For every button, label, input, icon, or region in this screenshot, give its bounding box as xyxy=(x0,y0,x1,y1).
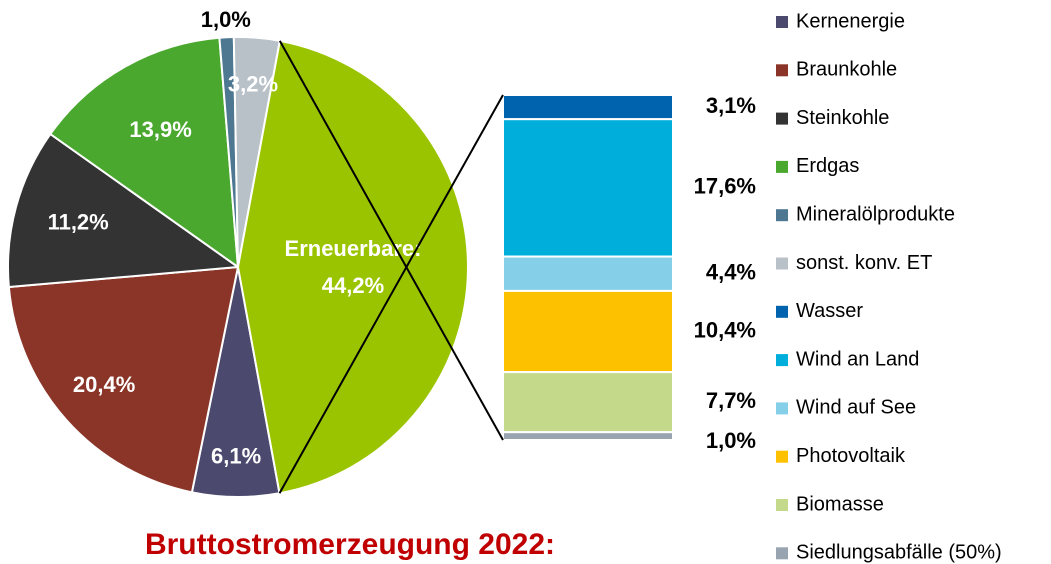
legend-swatch xyxy=(776,16,788,28)
legend-swatch xyxy=(776,450,788,463)
connector-line xyxy=(278,40,504,441)
legend-swatch xyxy=(776,209,788,222)
bar-value-label: 3,1% xyxy=(706,93,756,118)
legend-swatch xyxy=(776,547,788,560)
slice-value-label: 3,2% xyxy=(228,72,278,97)
legend-swatch xyxy=(776,160,788,173)
slice-value-label: 11,2% xyxy=(48,210,109,235)
legend-label: Erdgas xyxy=(796,155,859,177)
pie-slice xyxy=(236,39,469,495)
bar-value-label: 7,7% xyxy=(706,388,756,413)
legend-label: sonst. konv. ET xyxy=(796,252,932,274)
legend-label: Photovoltaik xyxy=(796,445,906,467)
legend-label: Steinkohle xyxy=(796,107,889,129)
bar-value-label: 4,4% xyxy=(706,260,756,285)
legend-label: Wind auf See xyxy=(796,397,916,419)
legend-label: Wasser xyxy=(796,300,863,322)
bar-segment xyxy=(502,289,674,374)
legend-label: Biomasse xyxy=(796,493,884,515)
bar-segment xyxy=(502,371,674,434)
chart-title: Bruttostromerzeugung 2022: xyxy=(145,528,555,561)
bar-segment xyxy=(502,118,674,258)
legend-label: Mineralölprodukte xyxy=(796,203,955,225)
legend-swatch xyxy=(776,402,788,415)
legend-swatch xyxy=(776,257,788,270)
bar-value-label: 1,0% xyxy=(706,428,756,453)
slice-category-label: Erneuerbare: xyxy=(285,236,422,261)
bar-value-label: 10,4% xyxy=(694,317,756,342)
slice-value-label: 1,0% xyxy=(201,7,251,32)
legend-label: Kernenergie xyxy=(796,10,905,32)
pie-slice xyxy=(7,132,241,289)
legend-swatch xyxy=(776,305,788,318)
bar-segment xyxy=(502,431,674,442)
slice-value-label: 20,4% xyxy=(73,372,135,397)
pie-slice xyxy=(7,265,240,494)
bar-segment xyxy=(502,94,674,121)
legend-swatch xyxy=(776,354,788,367)
connector-line xyxy=(278,94,504,494)
bar-segment xyxy=(502,255,674,292)
slice-value-label: 13,9% xyxy=(129,117,191,142)
legend-label: Braunkohle xyxy=(796,59,897,81)
pie-slice xyxy=(48,36,240,270)
legend-swatch xyxy=(776,64,788,77)
slice-value-label: 6,1% xyxy=(211,444,261,469)
legend-swatch xyxy=(776,112,788,125)
legend-swatch xyxy=(776,499,788,511)
legend-label: Siedlungsabfälle (50%) xyxy=(796,542,1002,564)
legend-label: Wind an Land xyxy=(796,348,919,370)
bar-value-label: 17,6% xyxy=(694,174,756,199)
slice-value-label: 44,2% xyxy=(322,273,384,298)
